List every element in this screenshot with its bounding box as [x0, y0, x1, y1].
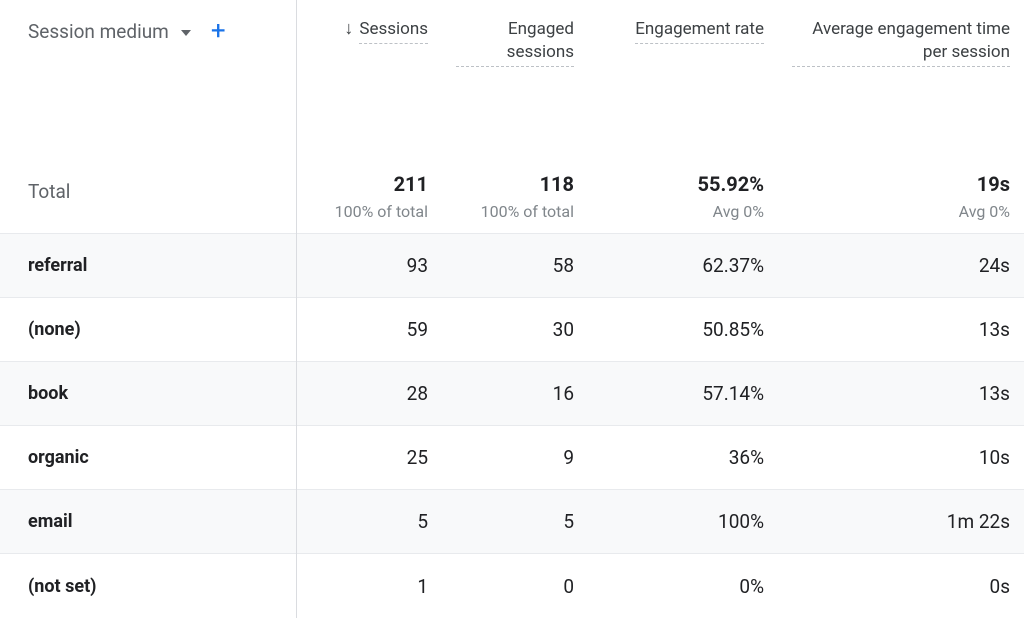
- table-row-metric: 28: [296, 362, 442, 426]
- table-row-metric: 57.14%: [588, 362, 778, 426]
- table-row-dimension[interactable]: book: [0, 362, 296, 426]
- caret-down-icon: [181, 30, 191, 36]
- metric-value: 0s: [990, 575, 1010, 598]
- metric-value: 16: [553, 382, 574, 405]
- total-value: 55.92%: [698, 172, 764, 196]
- table-row-metric: 58: [442, 234, 588, 298]
- table-row-metric: 13s: [778, 298, 1024, 362]
- table-row-metric: 30: [442, 298, 588, 362]
- dimension-value: (none): [28, 319, 81, 340]
- metric-value: 25: [407, 446, 428, 469]
- metric-value: 13s: [979, 382, 1010, 405]
- table-row-metric: 16: [442, 362, 588, 426]
- table-row-metric: 62.37%: [588, 234, 778, 298]
- total-value: 211: [394, 172, 428, 196]
- metric-value: 62.37%: [702, 254, 764, 277]
- column-header-avg-engagement-time[interactable]: Average engagement time per session: [778, 0, 1024, 150]
- metric-value: 50.85%: [702, 318, 764, 341]
- metric-value: 5: [417, 510, 428, 533]
- metric-value: 93: [407, 254, 428, 277]
- table-row-dimension[interactable]: email: [0, 490, 296, 554]
- total-subtext: Avg 0%: [713, 202, 764, 221]
- metric-value: 57.14%: [702, 382, 764, 405]
- total-avg-engagement-time-cell: 19s Avg 0%: [778, 150, 1024, 234]
- dimension-selector-label: Session medium: [28, 20, 169, 43]
- table-row-metric: 0%: [588, 554, 778, 618]
- table-row-metric: 5: [442, 490, 588, 554]
- dimension-selector[interactable]: Session medium: [28, 20, 191, 43]
- analytics-table: Session medium + ↓ Sessions Engaged sess…: [0, 0, 1024, 620]
- metric-value: 24s: [979, 254, 1010, 277]
- total-value: 118: [540, 172, 574, 196]
- total-subtext: Avg 0%: [959, 202, 1010, 221]
- total-subtext: 100% of total: [335, 202, 428, 221]
- metric-value: 0: [563, 575, 574, 598]
- dimension-value: organic: [28, 447, 89, 468]
- column-header-label: Average engagement time per session: [792, 18, 1010, 67]
- column-header-sessions[interactable]: ↓ Sessions: [296, 0, 442, 150]
- total-engaged-sessions-cell: 118 100% of total: [442, 150, 588, 234]
- metric-value: 30: [553, 318, 574, 341]
- table-row-metric: 36%: [588, 426, 778, 490]
- dimension-header-cell: Session medium +: [0, 0, 296, 150]
- total-subtext: 100% of total: [481, 202, 574, 221]
- add-dimension-button[interactable]: +: [211, 18, 226, 44]
- table-row-metric: 1: [296, 554, 442, 618]
- dimension-value: email: [28, 511, 72, 532]
- table-row-metric: 13s: [778, 362, 1024, 426]
- table-row-metric: 25: [296, 426, 442, 490]
- data-table: Session medium + ↓ Sessions Engaged sess…: [0, 0, 1024, 618]
- sort-descending-icon: ↓: [344, 20, 353, 38]
- metric-value: 0%: [739, 575, 764, 598]
- total-row-label-cell: Total: [0, 150, 296, 234]
- total-engagement-rate-cell: 55.92% Avg 0%: [588, 150, 778, 234]
- table-row-metric: 100%: [588, 490, 778, 554]
- table-row-dimension[interactable]: referral: [0, 234, 296, 298]
- metric-value: 1: [417, 575, 428, 598]
- dimension-value: book: [28, 383, 68, 404]
- metric-value: 100%: [718, 510, 764, 533]
- column-header-label: Engaged sessions: [456, 18, 574, 67]
- metric-value: 10s: [979, 446, 1010, 469]
- metric-value: 59: [407, 318, 428, 341]
- total-value: 19s: [977, 172, 1010, 196]
- table-row-dimension[interactable]: (none): [0, 298, 296, 362]
- metric-value: 36%: [729, 446, 764, 469]
- table-row-dimension[interactable]: organic: [0, 426, 296, 490]
- table-row-metric: 9: [442, 426, 588, 490]
- metric-value: 13s: [979, 318, 1010, 341]
- metric-value: 28: [407, 382, 428, 405]
- table-row-metric: 50.85%: [588, 298, 778, 362]
- total-sessions-cell: 211 100% of total: [296, 150, 442, 234]
- table-row-metric: 59: [296, 298, 442, 362]
- table-row-metric: 0: [442, 554, 588, 618]
- metric-value: 5: [563, 510, 574, 533]
- table-row-metric: 1m 22s: [778, 490, 1024, 554]
- table-row-metric: 5: [296, 490, 442, 554]
- metric-value: 58: [553, 254, 574, 277]
- column-header-label: Sessions: [359, 18, 428, 44]
- column-header-engaged-sessions[interactable]: Engaged sessions: [442, 0, 588, 150]
- table-row-metric: 10s: [778, 426, 1024, 490]
- column-header-engagement-rate[interactable]: Engagement rate: [588, 0, 778, 150]
- metric-value: 1m 22s: [947, 510, 1010, 533]
- table-row-dimension[interactable]: (not set): [0, 554, 296, 618]
- total-label: Total: [28, 180, 70, 203]
- table-row-metric: 0s: [778, 554, 1024, 618]
- table-row-metric: 93: [296, 234, 442, 298]
- dimension-value: referral: [28, 255, 87, 276]
- column-header-label: Engagement rate: [635, 18, 764, 44]
- table-row-metric: 24s: [778, 234, 1024, 298]
- metric-value: 9: [563, 446, 574, 469]
- dimension-value: (not set): [28, 576, 96, 597]
- column-divider: [296, 0, 297, 618]
